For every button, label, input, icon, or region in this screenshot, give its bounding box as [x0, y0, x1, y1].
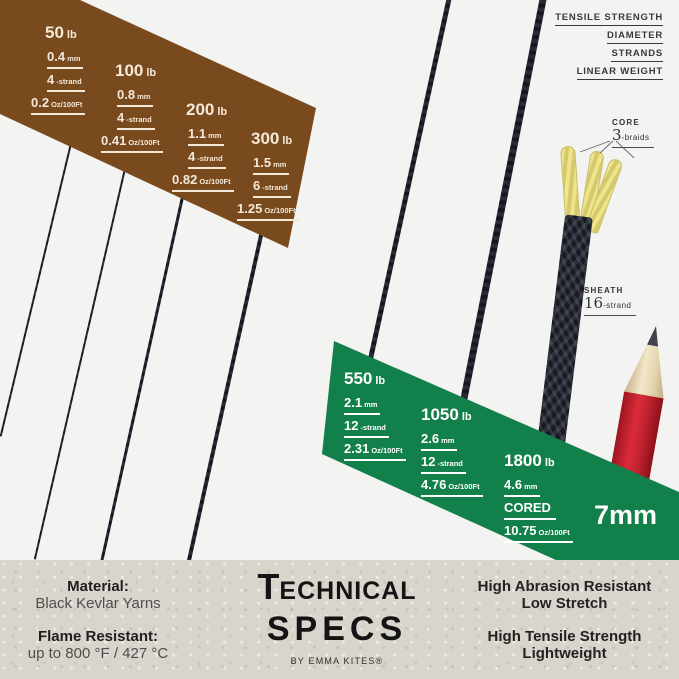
footer-material-block: Material: Black Kevlar Yarns Flame Resis… — [8, 578, 188, 662]
spec-block-1800lb: 1800 lb 4.6 mm CORED 10.75 Oz/100Ft — [504, 452, 573, 543]
legend: TENSILE STRENGTH DIAMETER STRANDS LINEAR… — [555, 12, 663, 84]
flame-value: up to 800 °F / 427 °C — [27, 645, 169, 662]
core-callout: CORE 3-braids — [612, 118, 654, 148]
spec-block-1050lb: 1050 lb 2.6 mm 12 -strand 4.76 Oz/100Ft — [421, 406, 483, 497]
rope-size-label: 7mm — [594, 500, 658, 530]
flame-label: Flame Resistant: — [37, 628, 159, 645]
feature-stretch: Low Stretch — [521, 595, 608, 612]
spec-block-550lb: 550 lb 2.1 mm 12 -strand 2.31 Oz/100Ft — [344, 370, 406, 461]
footer-title-block: TECHNICAL SPECS BY EMMA KITES® — [247, 566, 427, 667]
legend-strands: STRANDS — [611, 48, 663, 62]
core-label: CORE — [612, 118, 640, 127]
spec-block-300lb: 300 lb 1.5 mm 6 -strand 1.25 Oz/100Ft — [237, 130, 299, 221]
legend-linear-weight: LINEAR WEIGHT — [576, 66, 663, 80]
sheath-value: 16-strand — [584, 295, 636, 316]
material-value: Black Kevlar Yarns — [35, 595, 161, 612]
sheath-label: SHEATH — [584, 286, 624, 295]
footer-features-block: High Abrasion Resistant Low Stretch High… — [452, 578, 677, 662]
feature-lightweight: Lightweight — [522, 645, 607, 662]
footer: Material: Black Kevlar Yarns Flame Resis… — [0, 560, 679, 679]
feature-abrasion: High Abrasion Resistant — [477, 578, 652, 595]
title-technical: TECHNICAL — [257, 566, 417, 607]
byline: BY EMMA KITES® — [290, 656, 384, 666]
title-specs: SPECS — [266, 610, 408, 648]
legend-tensile-strength: TENSILE STRENGTH — [555, 12, 663, 26]
spec-block-50lb: 50 lb 0.4 mm 4 -strand 0.2 Oz/100Ft — [31, 24, 86, 115]
spec-block-100lb: 100 lb 0.8 mm 4 -strand 0.41 Oz/100Ft — [101, 62, 163, 153]
feature-tensile: High Tensile Strength — [487, 628, 642, 645]
spec-block-200lb: 200 lb 1.1 mm 4 -strand 0.82 Oz/100Ft — [172, 101, 234, 192]
material-label: Material: — [67, 578, 129, 595]
core-value: 3-braids — [612, 127, 654, 148]
sheath-callout: SHEATH 16-strand — [584, 286, 636, 316]
legend-diameter: DIAMETER — [606, 30, 663, 44]
